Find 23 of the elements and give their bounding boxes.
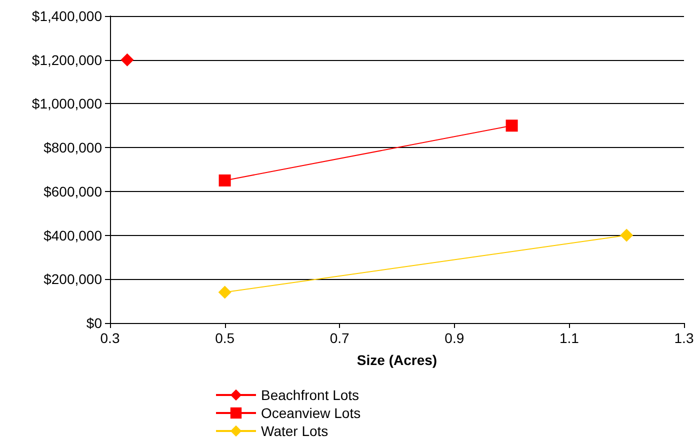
x-tick-label: 1.3 <box>674 330 694 346</box>
y-tick-label: $800,000 <box>44 140 102 156</box>
legend-label: Water Lots <box>261 423 328 439</box>
y-tick-label: $600,000 <box>44 183 102 200</box>
point <box>218 286 232 299</box>
y-tick-label: $1,400,000 <box>32 8 102 24</box>
x-tick-label: 0.3 <box>100 330 120 346</box>
x-tick-label: 0.5 <box>215 330 235 346</box>
point <box>120 53 134 66</box>
legend-label: Oceanview Lots <box>261 405 361 421</box>
y-tick-label: $200,000 <box>44 271 102 288</box>
x-tick-label: 1.1 <box>559 330 580 346</box>
y-tick-label: $400,000 <box>44 227 102 244</box>
x-tick-label: 0.9 <box>444 330 464 346</box>
y-tick-label: $1,000,000 <box>32 96 102 112</box>
point <box>218 174 231 186</box>
point <box>506 120 518 132</box>
legend-label: Beachfront Lots <box>261 387 360 403</box>
x-tick-label: 0.7 <box>330 330 350 346</box>
point <box>620 228 634 242</box>
y-tick-label: $1,200,000 <box>32 52 102 68</box>
y-tick-label: $0 <box>86 315 102 331</box>
x-axis-title: Size (Acres) <box>356 352 438 368</box>
